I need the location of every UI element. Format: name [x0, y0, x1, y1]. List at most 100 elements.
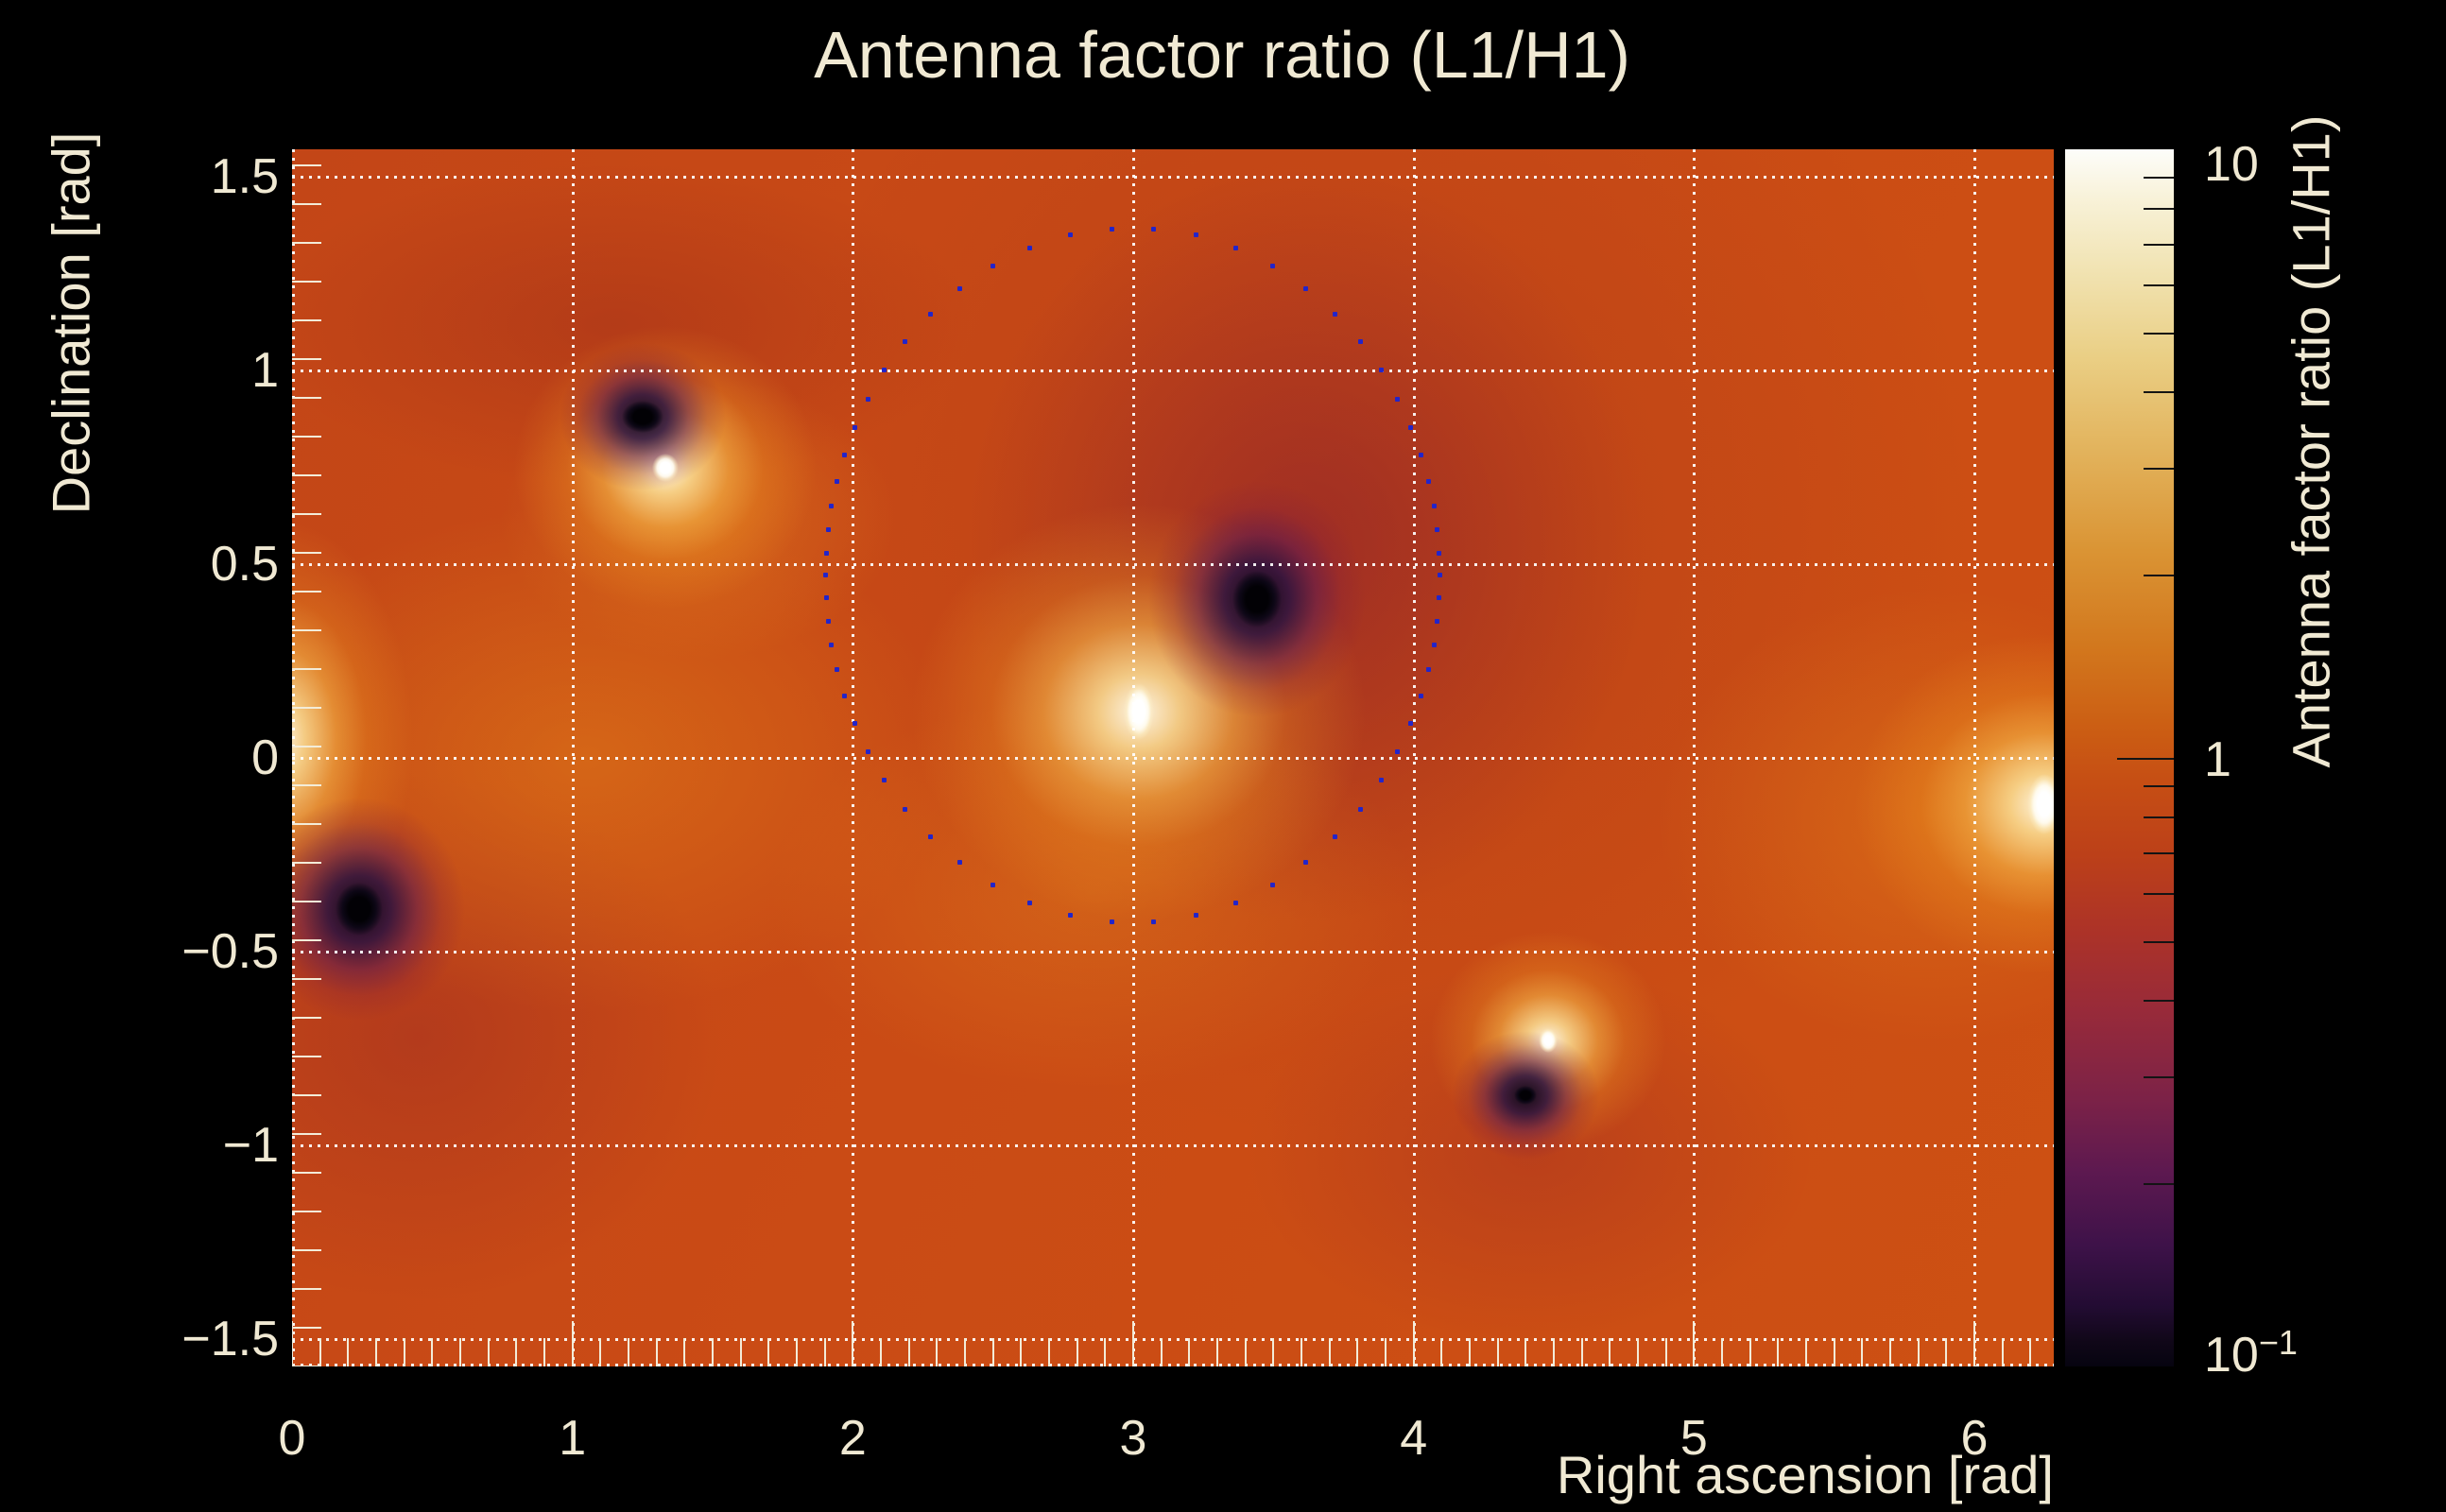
colorbar-minor-tick [2144, 468, 2174, 470]
gridline-bottom-edge [292, 1364, 2054, 1366]
x-tick-label-0: 0 [278, 1411, 306, 1466]
y-tick [292, 978, 321, 981]
y-tick [292, 436, 321, 438]
contour-dot [1333, 834, 1337, 839]
contour-dot [1027, 901, 1032, 905]
x-tick [963, 1338, 966, 1366]
contour-dot [1437, 551, 1441, 556]
contour-dot [1110, 227, 1114, 232]
x-tick [1917, 1338, 1920, 1366]
contour-dot [824, 551, 829, 556]
y-tick [292, 823, 321, 826]
x-tick [319, 1338, 321, 1366]
x-tick [487, 1338, 490, 1366]
contour-dot [957, 860, 962, 865]
y-tick [292, 1211, 321, 1212]
y-tick [292, 629, 321, 632]
contour-dot [1068, 913, 1073, 918]
x-tick [1468, 1338, 1471, 1366]
contour-dot [1270, 264, 1275, 268]
colorbar-minor-tick [2144, 785, 2174, 787]
x-tick [655, 1338, 658, 1366]
x-tick [795, 1338, 798, 1366]
x-tick [374, 1338, 377, 1366]
contour-dot [826, 619, 831, 624]
y-tick [292, 746, 321, 748]
y-tick-label-0: 0 [251, 730, 279, 785]
y-tick [292, 203, 321, 206]
contour-dot [957, 286, 962, 291]
x-tick-label-1: 1 [559, 1411, 587, 1466]
x-tick [1356, 1338, 1359, 1366]
x-tick [1384, 1338, 1387, 1366]
x-tick [711, 1338, 714, 1366]
x-tick [1215, 1338, 1218, 1366]
colorbar-minor-tick [2144, 893, 2174, 895]
contour-dot [1437, 595, 1441, 600]
x-tick [627, 1338, 629, 1366]
contour-dot [1270, 883, 1275, 887]
y-tick-label-1.5: 1.5 [210, 149, 279, 205]
x-tick [1609, 1338, 1611, 1366]
x-tick-label-6: 6 [1960, 1411, 1989, 1466]
contour-dot [1395, 397, 1400, 402]
x-tick [1272, 1338, 1275, 1366]
colorbar-tick-label-1: 1 [2204, 732, 2231, 788]
contour-dot [835, 667, 839, 672]
contour-dot [1233, 246, 1238, 250]
contour-dot [1027, 246, 1032, 250]
x-tick [1972, 1321, 1975, 1366]
y-tick [292, 397, 321, 400]
x-tick [403, 1338, 405, 1366]
y-tick [292, 164, 321, 167]
y-tick [292, 707, 321, 710]
x-tick [292, 1321, 293, 1366]
colorbar-minor-tick [2144, 208, 2174, 210]
x-tick [599, 1338, 602, 1366]
x-tick-label-3: 3 [1119, 1411, 1147, 1466]
x-tick [1748, 1338, 1751, 1366]
x-tick [1244, 1338, 1247, 1366]
x-tick-label-5: 5 [1679, 1411, 1708, 1466]
x-tick [907, 1338, 910, 1366]
contour-dot [990, 264, 995, 268]
contour-dot [903, 807, 907, 812]
y-tick [292, 591, 321, 593]
x-tick [1412, 1321, 1415, 1366]
x-tick [936, 1338, 939, 1366]
contour-dot [1395, 749, 1400, 754]
colorbar-minor-tick [2144, 284, 2174, 286]
y-tick [292, 1017, 321, 1020]
heatmap-plot-area [292, 149, 2054, 1366]
x-tick [543, 1338, 545, 1366]
x-tick [2001, 1338, 2004, 1366]
contour-dot [842, 694, 847, 698]
y-tick-label-0.5: 0.5 [210, 537, 279, 592]
x-tick [1833, 1338, 1835, 1366]
x-tick [1188, 1338, 1191, 1366]
contour-dot [1432, 643, 1437, 647]
contour-dot [1194, 232, 1198, 237]
x-tick [1580, 1338, 1583, 1366]
gridline-y-0 [292, 757, 2054, 760]
y-tick [292, 1094, 321, 1096]
colorbar-minor-tick [2144, 941, 2174, 943]
x-tick [1888, 1338, 1891, 1366]
y-tick [292, 319, 321, 322]
x-tick [515, 1338, 518, 1366]
y-tick [292, 1288, 321, 1290]
contour-dot [1426, 479, 1431, 484]
contour-dot [835, 479, 839, 484]
contour-dot [1426, 667, 1431, 672]
y-tick [292, 513, 321, 516]
x-tick [767, 1338, 770, 1366]
contour-dot [1408, 721, 1413, 726]
x-tick [1664, 1338, 1667, 1366]
x-tick-label-4: 4 [1400, 1411, 1428, 1466]
x-tick [1047, 1338, 1050, 1366]
x-tick [458, 1338, 461, 1366]
colorbar-title: Antenna factor ratio (L1/H1) [2281, 114, 2341, 768]
contour-dot [1435, 619, 1439, 624]
x-tick [347, 1338, 350, 1366]
x-axis-title: Right ascension [rad] [1556, 1445, 2054, 1504]
